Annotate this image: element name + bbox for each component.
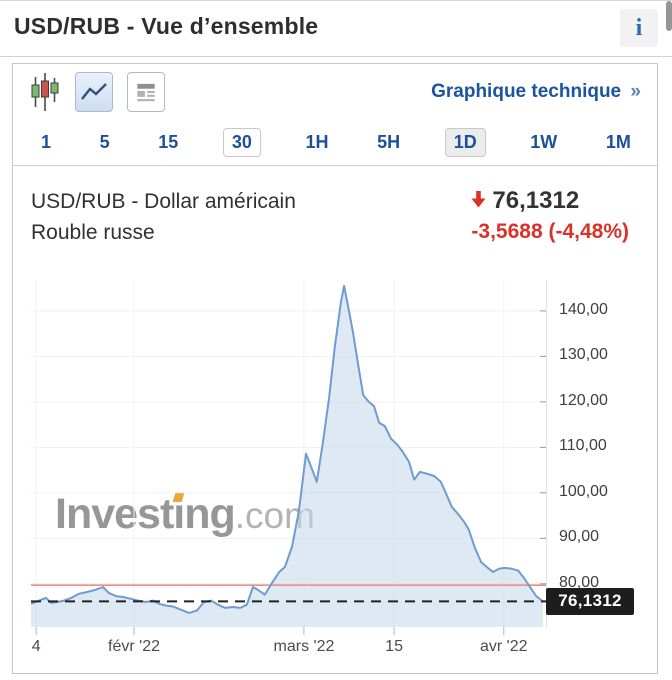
tab-1H[interactable]: 1H	[301, 129, 332, 156]
last-price: 76,1312	[492, 187, 580, 214]
tab-15[interactable]: 15	[154, 129, 182, 156]
quote-row: USD/RUB - Dollar américain Rouble russe …	[13, 166, 657, 262]
technical-chart-label: Graphique technique	[431, 81, 622, 102]
price-change: -3,5688 (-4,48%)	[471, 220, 629, 243]
price-chart[interactable]: Investı ng.com 80,00 90,00 100,00 110,00 120,…	[13, 262, 657, 664]
tab-5H[interactable]: 5H	[373, 129, 404, 156]
tab-1[interactable]: 1	[37, 129, 55, 156]
y-axis-label: 140,00	[559, 300, 608, 318]
double-chevron-icon: »	[630, 81, 641, 102]
x-axis: 4 févr '22 mars '22 15 avr '22	[31, 638, 546, 662]
y-axis-label: 120,00	[559, 391, 608, 409]
instrument-name-line1: USD/RUB - Dollar américain	[31, 190, 296, 213]
news-article-icon	[137, 83, 155, 102]
tab-5[interactable]: 5	[96, 129, 114, 156]
timeframe-tabs: 1 5 15 30 1H 5H 1D 1W 1M	[13, 120, 657, 166]
price-down-arrow-icon	[471, 191, 486, 208]
y-axis-label: 100,00	[559, 482, 608, 500]
technical-chart-link[interactable]: Graphique technique »	[431, 81, 641, 103]
tab-1M[interactable]: 1M	[602, 129, 635, 156]
y-axis-label: 110,00	[559, 437, 607, 455]
x-axis-label: févr '22	[108, 638, 160, 655]
info-button[interactable]: i	[620, 9, 658, 47]
instrument-name-line2: Rouble russe	[31, 221, 155, 244]
header: USD/RUB - Vue d’ensemble i	[0, 1, 672, 57]
line-chart-button[interactable]	[75, 72, 113, 112]
y-axis-label: 80,00	[559, 573, 600, 591]
chart-plot[interactable]	[31, 280, 546, 638]
info-icon: i	[635, 14, 643, 41]
x-axis-label: mars '22	[273, 638, 335, 655]
news-view-button[interactable]	[127, 72, 165, 112]
x-axis-label: avr '22	[480, 638, 528, 655]
x-axis-label: 15	[385, 638, 403, 655]
x-axis-label: 4	[31, 638, 41, 655]
tab-1D[interactable]: 1D	[444, 128, 486, 157]
quote-widget: Graphique technique » 1 5 15 30 1H 5H 1D 1W 1M U…	[12, 63, 658, 674]
y-axis-label: 130,00	[559, 346, 608, 364]
chart-toolbar: Graphique technique »	[13, 64, 657, 120]
candlestick-icon	[31, 73, 59, 111]
page-title: USD/RUB - Vue d’ensemble	[14, 13, 319, 39]
y-axis-label: 90,00	[559, 528, 600, 546]
current-price-tag: 76,1312	[546, 587, 634, 615]
scrollbar-thumb[interactable]	[666, 1, 672, 31]
tab-30[interactable]: 30	[222, 128, 261, 157]
y-axis: 80,00 90,00 100,00 110,00 120,00 130,00 140,00	[546, 280, 656, 627]
tab-1W[interactable]: 1W	[526, 129, 561, 156]
candlestick-chart-button[interactable]	[29, 72, 61, 112]
line-chart-icon	[81, 83, 107, 100]
